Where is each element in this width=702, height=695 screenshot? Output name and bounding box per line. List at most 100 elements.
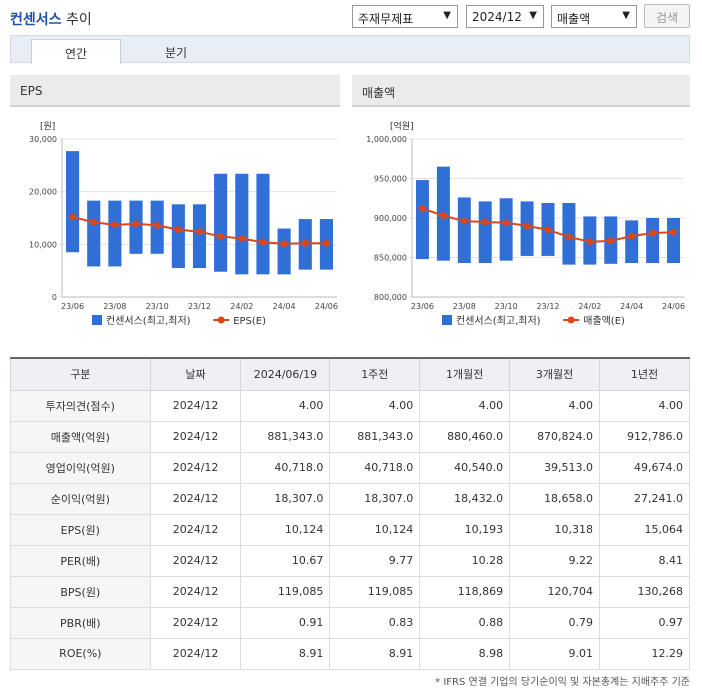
row-label: PBR(배) — [10, 606, 151, 639]
range-bar — [457, 197, 471, 264]
table-row: PER(배) 2024/12 10.67 9.77 10.28 9.22 8.41 — [10, 544, 690, 577]
table-cell: 2024/12 — [149, 606, 242, 639]
y-tick-label: 850,000 — [374, 254, 407, 263]
estimate-point — [322, 239, 330, 247]
table-header-row: 구분 날짜 2024/06/19 1주전 1개월전 3개월전 1년전 — [10, 357, 690, 391]
consensus-table: 구분 날짜 2024/06/19 1주전 1개월전 3개월전 1년전 투자의견(… — [10, 357, 690, 670]
x-tick-label: 23/10 — [495, 302, 518, 311]
estimate-point — [280, 240, 288, 248]
estimate-point — [217, 232, 225, 240]
range-bar — [66, 151, 80, 253]
tab-annual[interactable]: 연간 — [31, 39, 121, 64]
x-tick-label: 23/06 — [411, 302, 434, 311]
range-bar — [235, 173, 249, 275]
table-cell: 18,432.0 — [419, 482, 511, 515]
table-cell: 18,307.0 — [329, 482, 421, 515]
table-cell: 40,718.0 — [329, 451, 421, 484]
legend-swatch-range — [442, 315, 452, 325]
table-row: 순이익(억원) 2024/12 18,307.0 18,307.0 18,432.0 18… — [10, 482, 690, 515]
y-tick-label: 0 — [52, 293, 57, 302]
chevron-down-icon: ▼ — [529, 10, 537, 21]
estimate-point — [544, 226, 552, 234]
table-row: BPS(원) 2024/12 119,085 119,085 118,869 120,70… — [10, 575, 690, 608]
table-cell: 870,824.0 — [509, 420, 601, 453]
table-cell: 0.79 — [509, 606, 601, 639]
title-suffix: 추이 — [65, 12, 92, 28]
estimate-point — [418, 205, 426, 213]
table-cell: 2024/12 — [149, 513, 242, 546]
col-header: 1주전 — [329, 357, 421, 391]
x-tick-label: 23/12 — [536, 302, 559, 311]
y-tick-label: 30,000 — [29, 135, 57, 144]
table-cell: 120,704 — [509, 575, 601, 608]
table-cell: 880,460.0 — [419, 420, 511, 453]
table-cell: 10.67 — [240, 544, 331, 577]
table-row: 투자의견(점수) 2024/12 4.00 4.00 4.00 4.00 4.00 — [10, 389, 690, 422]
statement-select[interactable]: 주재무제표 ▼ — [352, 5, 458, 28]
table-row: EPS(원) 2024/12 10,124 10,124 10,193 10,318 15,… — [10, 513, 690, 546]
tab-quarterly[interactable]: 분기 — [164, 46, 188, 60]
revenue-chart: [억원] 1,000,000 950,000 900,000 850,000 800,00… — [366, 120, 685, 327]
row-label: ROE(%) — [10, 637, 151, 670]
table-cell: 2024/12 — [149, 482, 242, 515]
table-cell: 0.83 — [329, 606, 421, 639]
y-tick-label: 20,000 — [29, 188, 57, 197]
estimate-point — [196, 228, 203, 236]
revenue-chart-title: 매출액 — [352, 75, 690, 107]
estimate-point — [523, 222, 531, 230]
table-cell: 2024/12 — [149, 389, 242, 422]
col-header: 1개월전 — [419, 357, 511, 391]
metric-select[interactable]: 매출액 ▼ — [551, 5, 637, 28]
table-cell: 912,786.0 — [599, 420, 690, 453]
row-label: 매출액(억원) — [10, 420, 151, 453]
range-bar — [478, 201, 492, 264]
row-label: 투자의견(점수) — [10, 389, 151, 422]
x-tick-label: 24/04 — [620, 302, 643, 311]
estimate-point — [153, 221, 161, 229]
y-tick-label: 10,000 — [29, 240, 57, 249]
table-cell: 0.91 — [240, 606, 331, 639]
table-cell: 2024/12 — [149, 544, 242, 577]
x-tick-label: 24/06 — [662, 302, 685, 311]
eps-chart: [원] 30,000 20,000 10,000 0 23/06 23/08 23/10 23/… — [29, 121, 338, 327]
table-cell: 49,674.0 — [599, 451, 690, 484]
x-tick-label: 24/06 — [315, 302, 338, 311]
table-cell: 10,193 — [419, 513, 511, 546]
table-cell: 130,268 — [599, 575, 690, 608]
table-cell: 2024/12 — [149, 451, 242, 484]
table-row: PBR(배) 2024/12 0.91 0.83 0.88 0.79 0.97 — [10, 606, 690, 639]
y-tick-label: 950,000 — [374, 175, 407, 184]
row-label: EPS(원) — [10, 513, 151, 546]
table-cell: 4.00 — [329, 389, 421, 422]
table-row: 영업이익(억원) 2024/12 40,718.0 40,718.0 40,540.0 3… — [10, 451, 690, 484]
table-cell: 0.97 — [599, 606, 690, 639]
table-cell: 2024/12 — [149, 637, 242, 670]
table-cell: 119,085 — [329, 575, 421, 608]
table-cell: 40,718.0 — [240, 451, 331, 484]
estimate-point — [259, 238, 267, 246]
table-cell: 40,540.0 — [419, 451, 511, 484]
legend-swatch-point — [217, 316, 225, 324]
table-cell: 119,085 — [240, 575, 331, 608]
x-tick-label: 23/08 — [103, 302, 126, 311]
table-cell: 10,124 — [240, 513, 331, 546]
table-cell: 4.00 — [240, 389, 331, 422]
x-tick-label: 23/08 — [453, 302, 476, 311]
table-cell: 10,318 — [509, 513, 601, 546]
footnote: * IFRS 연결 기업의 당기순이익 및 자본총계는 지배주주 기준 — [435, 677, 690, 688]
estimate-point — [90, 218, 98, 226]
estimate-point — [628, 232, 636, 240]
range-bar — [192, 204, 207, 269]
range-bar — [499, 198, 513, 261]
row-label: 영업이익(억원) — [10, 451, 151, 484]
estimate-point — [174, 226, 182, 234]
chevron-down-icon: ▼ — [622, 10, 630, 21]
period-select[interactable]: 2024/12 ▼ — [466, 5, 544, 28]
y-axis-label: [억원] — [390, 120, 414, 132]
range-bar — [171, 204, 185, 269]
table-cell: 4.00 — [599, 389, 690, 422]
col-header: 날짜 — [149, 357, 242, 391]
search-button[interactable]: 검색 — [644, 4, 690, 28]
table-cell: 8.91 — [329, 637, 421, 670]
table-cell: 15,064 — [599, 513, 690, 546]
